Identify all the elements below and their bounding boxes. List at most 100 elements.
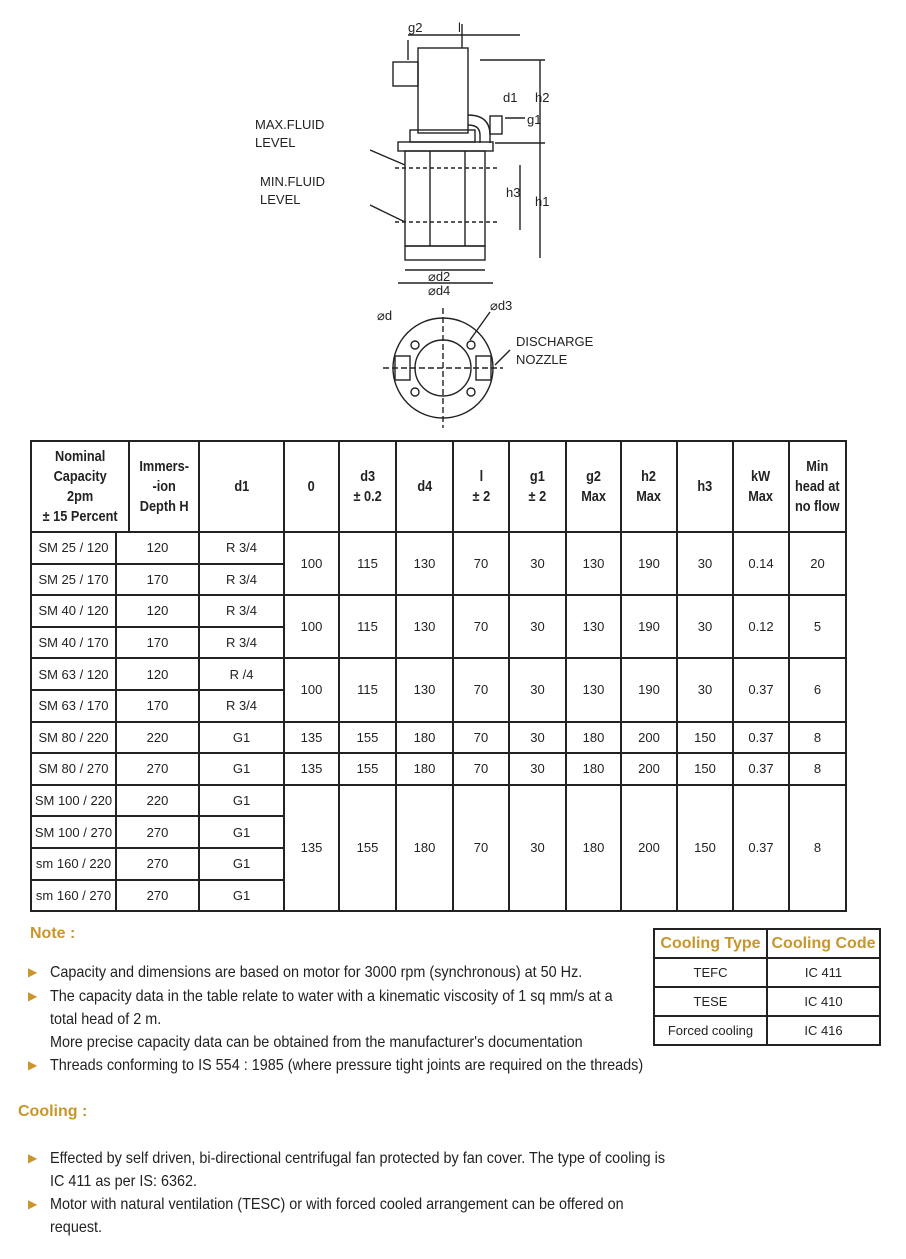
depth-cell: 170 [115, 625, 200, 660]
cooling-code-cell: IC 410 [766, 986, 881, 1017]
bullet-text: IC 411 as per IS: 6362. [50, 1173, 198, 1190]
dimension-cell: 135 [283, 783, 340, 913]
cooling-type-cell: TESE [653, 986, 768, 1017]
dimension-cell: 155 [338, 720, 397, 755]
dimension-cell: 8 [788, 783, 847, 913]
dimension-cell: 30 [508, 657, 567, 723]
header-text: g1 ± 2 [529, 467, 547, 507]
dimension-cell: 70 [452, 594, 510, 660]
bullet-text: The capacity data in the table relate to… [50, 988, 613, 1005]
dimension-cell: 20 [788, 530, 847, 597]
d1-cell: R 3/4 [198, 688, 285, 723]
cooling-row: Forced cooling IC 416 [653, 1015, 881, 1046]
dimension-cell: 30 [508, 783, 567, 913]
bullet-arrow-icon: ▶ [28, 1151, 38, 1165]
label-h3: h3 [506, 185, 520, 200]
dimension-cell: 70 [452, 657, 510, 723]
label-d1: d1 [503, 90, 517, 105]
d1-cell: G1 [198, 752, 285, 786]
cooling-type-cell: Forced cooling [653, 1015, 768, 1046]
table-row: SM 100 / 270 270 G1 [30, 815, 846, 849]
dimension-cell: 130 [565, 530, 622, 597]
dimension-cell: 155 [338, 783, 397, 913]
model-cell: SM 63 / 170 [30, 688, 117, 723]
header-text: g2 Max [581, 467, 606, 507]
dimension-cell: 5 [788, 594, 847, 660]
cooling-row: TEFC IC 411 [653, 957, 881, 988]
label-h1: h1 [535, 194, 549, 209]
bullet-item: ▶ Threads conforming to IS 554 : 1985 (wh… [28, 1054, 709, 1077]
dimension-cell: 8 [788, 720, 847, 755]
depth-cell: 120 [115, 657, 200, 691]
model-cell: sm 160 / 270 [30, 878, 117, 913]
dimension-cell: 70 [452, 752, 510, 786]
header-cooling-code: Cooling Code [766, 928, 881, 959]
header-line: Immers- [139, 457, 189, 475]
header-line: ± 0.2 [353, 487, 382, 505]
dimension-cell: 150 [676, 783, 734, 913]
header-text: d3 ± 0.2 [353, 467, 381, 507]
table-row: SM 80 / 220 220 G1 135 155 180 70 30 180 200 150 0.… [30, 720, 847, 755]
header-text: kW Max [749, 467, 774, 507]
table-header-row: Nominal Capacity 2pm ± 15 Percent Immers- -io… [30, 440, 847, 533]
d1-cell: R 3/4 [198, 625, 285, 660]
depth-cell: 220 [115, 720, 200, 755]
column-header: d4 [395, 440, 454, 533]
header-line: kW [751, 467, 771, 485]
header-cooling-type: Cooling Type [653, 928, 768, 959]
model-cell: SM 63 / 120 [30, 657, 117, 691]
header-line: h2 [641, 467, 657, 485]
column-header: Nominal Capacity 2pm ± 15 Percent [30, 440, 130, 533]
label-max-fluid-1: MAX.FLUID [255, 117, 324, 132]
dimension-cell: 115 [338, 530, 397, 597]
dimension-cell: 100 [283, 530, 340, 597]
d1-cell: R /4 [198, 657, 285, 691]
table-row: SM 40 / 120 120 R 3/4 100 115 130 70 30 130 190 30… [30, 594, 847, 660]
cooling-code-table: Cooling Type Cooling Code TEFC IC 411 TESE I… [653, 928, 881, 1046]
dimension-cell: 70 [452, 783, 510, 913]
bullet-item: ▶ Capacity and dimensions are based on mo… [28, 961, 641, 984]
depth-cell: 120 [115, 594, 200, 628]
dimension-cell: 200 [620, 720, 678, 755]
header-line: d4 [417, 477, 432, 495]
dimension-cell: 180 [565, 783, 622, 913]
d1-cell: R 3/4 [198, 594, 285, 628]
pump-dimension-diagram: g2 l d1 h2 g1 h3 h1 ⌀d2 ⌀d4 ⌀d ⌀d3 MAX.F… [255, 20, 594, 428]
dimension-cell: 30 [676, 657, 734, 723]
cooling-code-cell: IC 416 [766, 1015, 881, 1046]
header-line: no flow [795, 497, 840, 515]
dimension-cell: 0.37 [732, 720, 790, 755]
label-discharge-2: NOZZLE [516, 352, 568, 367]
header-line: d1 [234, 477, 249, 495]
header-text: l ± 2 [472, 467, 490, 507]
d1-cell: R 3/4 [198, 531, 285, 565]
label-d2: ⌀d2 [428, 269, 450, 284]
model-cell: SM 100 / 270 [30, 815, 117, 849]
dimension-cell: 0.37 [732, 783, 790, 913]
dimension-cell: 115 [338, 594, 397, 660]
dimension-cell: 135 [283, 720, 340, 755]
model-cell: SM 25 / 170 [30, 562, 117, 597]
bullet-text: total head of 2 m. [50, 1011, 162, 1028]
header-line: g1 [530, 467, 545, 485]
dimension-cell: 6 [788, 657, 847, 723]
bullet-text: Threads conforming to IS 554 : 1985 (whe… [50, 1057, 644, 1074]
cooling-code-cell: IC 411 [766, 957, 881, 988]
bullet-arrow-icon: ▶ [28, 1058, 38, 1072]
table-row: SM 63 / 120 120 R /4 100 115 130 70 30 130 190 30 0… [30, 657, 847, 723]
model-cell: SM 80 / 220 [30, 720, 117, 755]
dimension-cell: 8 [788, 752, 847, 786]
cooling-row: TESE IC 410 [653, 986, 881, 1017]
dimension-cell: 180 [395, 720, 454, 755]
dimension-cell: 130 [565, 594, 622, 660]
dimension-cell: 30 [508, 752, 567, 786]
header-line: l [479, 467, 483, 485]
depth-cell: 270 [115, 752, 200, 786]
header-line: Max [636, 487, 662, 505]
d1-cell: G1 [198, 846, 285, 881]
depth-cell: 220 [115, 783, 200, 818]
label-d3: ⌀d3 [490, 298, 512, 313]
dimension-cell: 30 [508, 720, 567, 755]
bullet-text: Effected by self driven, bi-directional … [50, 1150, 666, 1167]
model-cell: SM 80 / 270 [30, 752, 117, 786]
